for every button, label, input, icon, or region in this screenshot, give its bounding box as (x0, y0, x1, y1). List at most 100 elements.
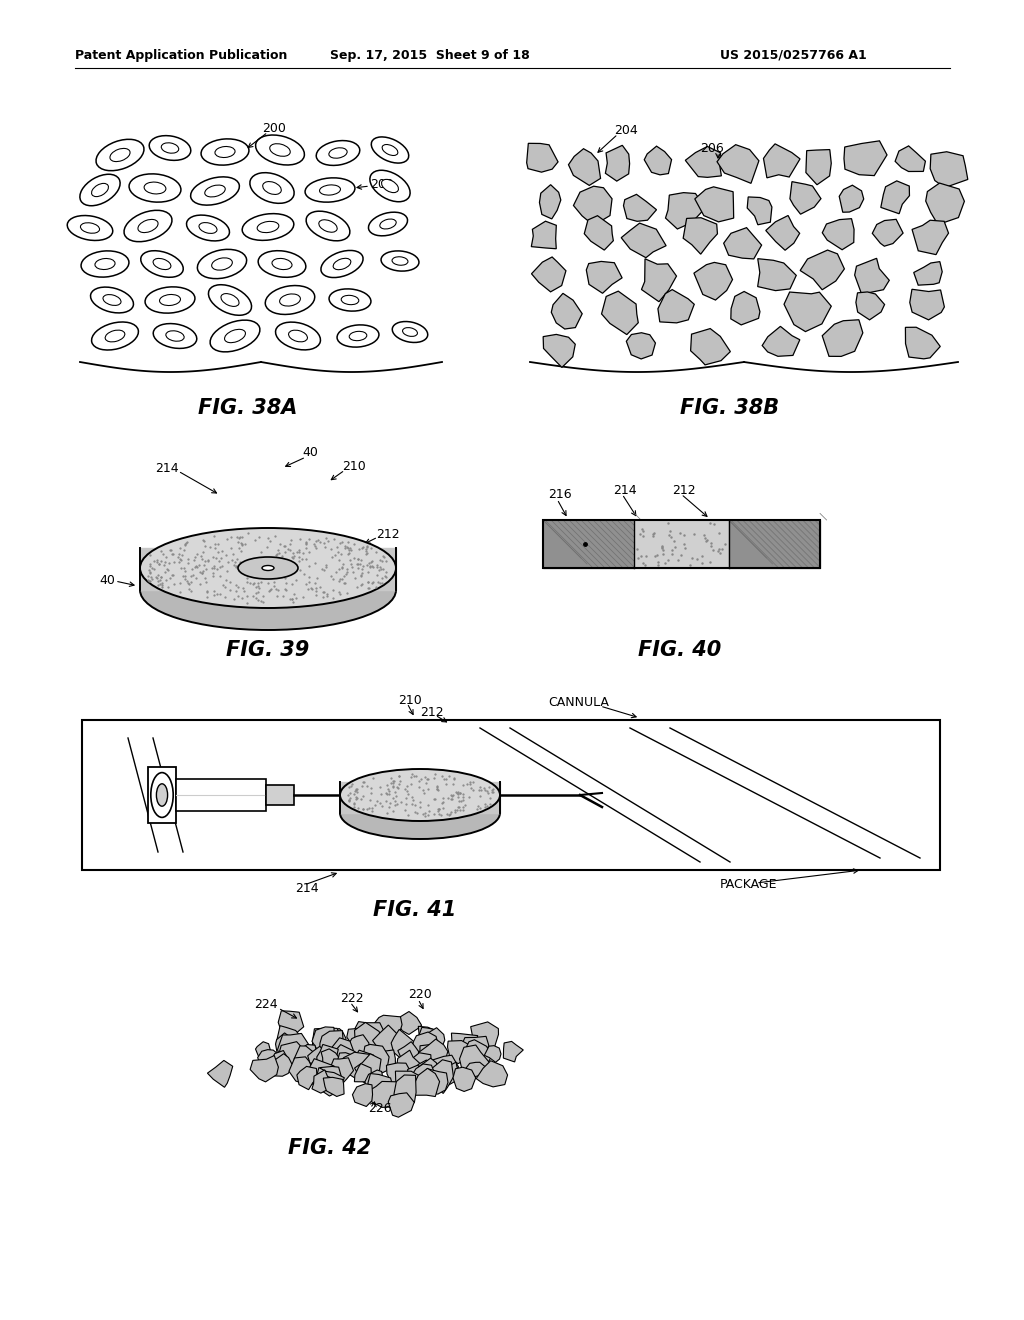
Polygon shape (270, 1053, 294, 1076)
Polygon shape (353, 1022, 384, 1051)
Polygon shape (822, 319, 863, 356)
Polygon shape (666, 193, 706, 228)
Bar (266, 785, 294, 805)
Ellipse shape (91, 322, 138, 350)
Polygon shape (370, 1081, 396, 1107)
Text: 220: 220 (408, 989, 432, 1002)
Polygon shape (790, 182, 821, 214)
Polygon shape (347, 1028, 370, 1044)
Polygon shape (354, 1064, 373, 1082)
Text: 210: 210 (398, 693, 422, 706)
Polygon shape (543, 334, 575, 367)
Ellipse shape (166, 331, 184, 341)
Ellipse shape (333, 259, 351, 269)
Ellipse shape (280, 294, 300, 306)
Polygon shape (531, 257, 566, 292)
Polygon shape (388, 1093, 414, 1117)
Polygon shape (587, 261, 623, 293)
Polygon shape (294, 1045, 314, 1067)
Ellipse shape (256, 135, 304, 165)
Polygon shape (397, 1051, 421, 1077)
Text: 204: 204 (614, 124, 638, 136)
Polygon shape (683, 218, 718, 255)
Ellipse shape (319, 185, 340, 195)
Polygon shape (418, 1039, 447, 1071)
Ellipse shape (80, 174, 120, 206)
Polygon shape (909, 289, 944, 319)
Polygon shape (764, 144, 800, 178)
Text: FIG. 38A: FIG. 38A (199, 399, 298, 418)
Polygon shape (365, 1071, 383, 1094)
Ellipse shape (382, 180, 398, 193)
Text: Sep. 17, 2015  Sheet 9 of 18: Sep. 17, 2015 Sheet 9 of 18 (330, 49, 529, 62)
Polygon shape (748, 197, 772, 224)
Text: 200: 200 (262, 121, 286, 135)
Polygon shape (466, 1063, 485, 1077)
Polygon shape (391, 1030, 414, 1060)
Ellipse shape (402, 327, 418, 337)
Ellipse shape (154, 323, 197, 348)
Polygon shape (460, 1045, 489, 1074)
Ellipse shape (209, 285, 252, 315)
Text: 212: 212 (376, 528, 399, 540)
Polygon shape (312, 1027, 335, 1057)
Ellipse shape (370, 170, 411, 202)
Polygon shape (855, 259, 889, 293)
Polygon shape (881, 181, 909, 214)
Polygon shape (913, 261, 942, 285)
Polygon shape (601, 292, 638, 334)
Ellipse shape (138, 219, 158, 232)
Ellipse shape (186, 215, 229, 242)
Polygon shape (641, 259, 677, 302)
Polygon shape (377, 1049, 395, 1071)
Polygon shape (422, 1069, 447, 1094)
Polygon shape (319, 1031, 345, 1061)
Polygon shape (272, 1051, 288, 1068)
Polygon shape (729, 520, 820, 568)
Ellipse shape (380, 219, 396, 228)
Text: 202: 202 (370, 178, 394, 191)
Ellipse shape (224, 329, 246, 343)
Ellipse shape (91, 183, 109, 197)
Polygon shape (573, 186, 612, 226)
Ellipse shape (103, 294, 121, 305)
Ellipse shape (289, 330, 307, 342)
Polygon shape (297, 1044, 318, 1068)
Ellipse shape (340, 787, 500, 840)
Polygon shape (278, 1034, 309, 1064)
Ellipse shape (238, 557, 298, 579)
Polygon shape (912, 220, 948, 255)
Polygon shape (140, 548, 396, 590)
Ellipse shape (392, 322, 428, 342)
Polygon shape (411, 1060, 438, 1082)
Polygon shape (526, 144, 558, 172)
Text: FIG. 38B: FIG. 38B (680, 399, 779, 418)
Ellipse shape (140, 251, 183, 277)
Polygon shape (258, 1049, 280, 1068)
Text: 216: 216 (548, 488, 571, 502)
Polygon shape (731, 292, 760, 325)
Polygon shape (622, 223, 666, 257)
Ellipse shape (262, 565, 274, 570)
Ellipse shape (160, 294, 180, 305)
Polygon shape (685, 147, 721, 177)
Ellipse shape (263, 182, 282, 194)
Polygon shape (297, 1067, 317, 1090)
Ellipse shape (372, 137, 409, 164)
Polygon shape (256, 1041, 270, 1060)
Ellipse shape (81, 223, 99, 234)
Polygon shape (325, 1038, 355, 1074)
Text: 214: 214 (295, 882, 318, 895)
Ellipse shape (318, 219, 337, 232)
Bar (176, 779, 266, 810)
Polygon shape (306, 1059, 336, 1088)
Text: 206: 206 (700, 141, 724, 154)
Polygon shape (289, 1057, 314, 1082)
Polygon shape (690, 329, 730, 364)
Ellipse shape (199, 223, 217, 234)
Text: 212: 212 (420, 705, 443, 718)
Bar (148, 767, 176, 822)
Polygon shape (484, 1045, 501, 1063)
Ellipse shape (269, 144, 290, 156)
Polygon shape (431, 1064, 449, 1080)
